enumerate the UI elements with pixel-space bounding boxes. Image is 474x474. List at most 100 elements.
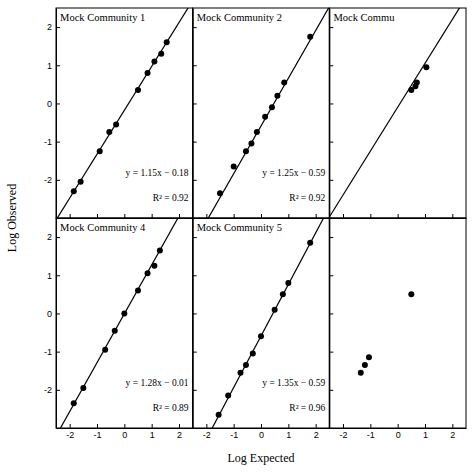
point — [157, 247, 163, 253]
annotation: R² = 0.89 — [153, 403, 189, 413]
frame — [193, 218, 330, 428]
tick: 0 — [47, 99, 60, 109]
point — [262, 114, 268, 120]
tick-mark — [343, 424, 344, 428]
tick — [329, 275, 333, 276]
point — [225, 393, 231, 399]
tick — [70, 214, 71, 218]
tick: -2 — [44, 385, 60, 395]
tick-mark — [193, 27, 197, 28]
point — [97, 148, 103, 154]
tick — [193, 180, 197, 181]
tick-mark — [329, 142, 333, 143]
tick — [329, 390, 333, 391]
point — [145, 270, 151, 276]
y-axis — [193, 9, 197, 219]
tick-mark — [56, 275, 60, 276]
tick-mark — [329, 352, 333, 353]
tick-mark — [329, 390, 333, 391]
point — [113, 121, 119, 127]
point — [158, 51, 164, 57]
tick-label: -2 — [203, 430, 211, 440]
tick — [398, 214, 399, 218]
tick-mark — [329, 180, 333, 181]
tick-label: 1 — [47, 61, 52, 71]
point — [243, 362, 249, 368]
tick — [329, 103, 333, 104]
tick: 0 — [122, 424, 127, 440]
point — [243, 148, 249, 154]
point — [216, 412, 222, 418]
point — [145, 70, 151, 76]
axis-line — [329, 9, 330, 219]
y-axis — [329, 9, 333, 219]
tick-label: 1 — [286, 430, 291, 440]
point — [274, 93, 280, 99]
tick-mark — [329, 65, 333, 66]
tick-mark — [56, 352, 60, 353]
tick-mark — [398, 424, 399, 428]
tick-mark — [329, 103, 333, 104]
point — [281, 79, 287, 85]
tick — [329, 237, 333, 238]
point — [106, 129, 112, 135]
tick: -1 — [367, 424, 375, 440]
frame — [329, 8, 466, 218]
tick-mark — [56, 65, 60, 66]
tick-mark — [329, 275, 333, 276]
tick-label: 0 — [47, 99, 52, 109]
marks — [358, 291, 415, 375]
frame — [329, 218, 466, 428]
point — [280, 291, 286, 297]
point — [151, 58, 157, 64]
y-axis — [193, 219, 197, 429]
tick-mark — [234, 214, 235, 218]
point — [238, 370, 244, 376]
tick-label: -2 — [66, 430, 74, 440]
point — [285, 280, 291, 286]
tick-mark — [193, 180, 197, 181]
y-axis: -2-1012 — [44, 219, 60, 429]
marks — [56, 8, 193, 218]
tick-mark — [179, 214, 180, 218]
axis-line — [193, 219, 194, 429]
axis-line — [193, 428, 330, 429]
tick-mark — [193, 275, 197, 276]
tick — [193, 275, 197, 276]
tick: -2 — [339, 424, 347, 440]
tick: -2 — [44, 175, 60, 185]
tick — [452, 214, 453, 218]
tick: -1 — [93, 424, 101, 440]
tick-mark — [179, 424, 180, 428]
tick-mark — [329, 237, 333, 238]
tick-label: 1 — [423, 430, 428, 440]
tick-mark — [193, 237, 197, 238]
annotation: y = 1.35x − 0.59 — [262, 378, 325, 388]
x-axis-title: Log Expected — [228, 451, 295, 465]
tick-mark — [329, 27, 333, 28]
tick-label: 1 — [150, 430, 155, 440]
tick-label: -1 — [44, 137, 52, 147]
panel: Mock Commu — [329, 0, 466, 219]
tick-mark — [193, 390, 197, 391]
tick-mark — [56, 27, 60, 28]
tick-mark — [425, 214, 426, 218]
point — [217, 190, 223, 196]
tick-label: -1 — [44, 347, 52, 357]
panel: Mock Community 2y = 1.25x − 0.59R² = 0.9… — [193, 7, 330, 246]
tick: -2 — [203, 424, 211, 440]
annotation: y = 1.25x − 0.59 — [262, 168, 325, 178]
marks — [193, 8, 330, 218]
tick: 2 — [47, 22, 60, 32]
axis-line — [193, 9, 194, 219]
tick — [97, 214, 98, 218]
point — [269, 104, 275, 110]
tick — [193, 65, 197, 66]
point — [254, 129, 260, 135]
tick-mark — [452, 424, 453, 428]
tick-mark — [193, 103, 197, 104]
tick-label: -1 — [93, 430, 101, 440]
regression-line — [56, 218, 193, 428]
tick — [206, 214, 207, 218]
tick — [316, 214, 317, 218]
